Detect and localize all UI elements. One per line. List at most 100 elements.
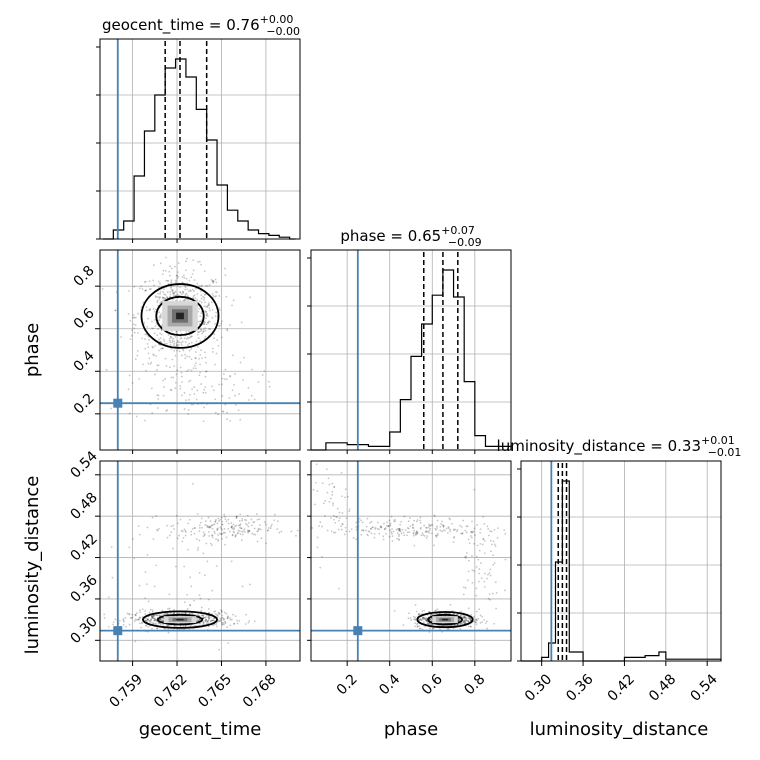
sample-point bbox=[331, 494, 334, 496]
x-tick-label: 0.30 bbox=[522, 671, 555, 704]
sample-point bbox=[229, 530, 231, 533]
sample-point bbox=[170, 531, 173, 534]
sample-point bbox=[472, 615, 475, 618]
sample-point bbox=[203, 533, 206, 535]
sample-point bbox=[491, 543, 493, 546]
sample-point bbox=[127, 313, 130, 315]
sample-point bbox=[193, 527, 196, 530]
sample-point bbox=[495, 607, 498, 610]
sample-point bbox=[183, 601, 186, 604]
sample-point bbox=[206, 526, 209, 529]
sample-point bbox=[387, 525, 390, 528]
sample-point bbox=[232, 613, 234, 616]
sample-point bbox=[481, 621, 483, 624]
sample-point bbox=[199, 363, 201, 366]
sample-point bbox=[416, 626, 419, 628]
sample-point bbox=[464, 620, 467, 622]
sample-point bbox=[129, 338, 132, 340]
sample-point bbox=[144, 333, 147, 336]
sample-point bbox=[200, 614, 203, 617]
sample-point bbox=[151, 610, 154, 613]
sample-point bbox=[157, 622, 160, 625]
sample-point bbox=[137, 332, 139, 334]
sample-point bbox=[150, 361, 153, 364]
sample-point bbox=[419, 522, 422, 524]
sample-point bbox=[340, 453, 342, 455]
sample-point bbox=[198, 285, 201, 287]
sample-point bbox=[167, 613, 170, 615]
sample-point bbox=[453, 535, 456, 538]
sample-point bbox=[419, 627, 422, 630]
sample-point bbox=[494, 581, 497, 584]
sample-point bbox=[215, 625, 218, 628]
sample-point bbox=[207, 322, 210, 324]
sample-point bbox=[224, 274, 227, 277]
sample-point bbox=[149, 620, 152, 623]
sample-point bbox=[400, 532, 403, 535]
sample-point bbox=[203, 294, 206, 296]
sample-point bbox=[205, 361, 207, 364]
sample-point bbox=[165, 410, 168, 412]
sample-point bbox=[481, 543, 484, 546]
sample-point bbox=[230, 560, 233, 563]
sample-point bbox=[221, 523, 224, 526]
sample-point bbox=[221, 623, 224, 626]
sample-point bbox=[204, 620, 207, 623]
sample-point bbox=[140, 285, 143, 288]
sample-point bbox=[252, 533, 255, 536]
sample-point bbox=[173, 349, 176, 352]
sample-point bbox=[215, 565, 218, 567]
sample-point bbox=[397, 527, 400, 530]
sample-point bbox=[183, 298, 186, 301]
sample-point bbox=[171, 337, 173, 339]
sample-point bbox=[153, 619, 156, 622]
sample-point bbox=[380, 526, 383, 528]
sample-point bbox=[183, 528, 186, 531]
sample-point bbox=[223, 611, 226, 614]
sample-point bbox=[462, 519, 465, 522]
grid-lines bbox=[521, 461, 721, 661]
sample-point bbox=[206, 304, 209, 307]
sample-point bbox=[155, 613, 158, 616]
sample-point bbox=[202, 330, 205, 333]
sample-point bbox=[207, 616, 210, 619]
sample-point bbox=[172, 524, 175, 527]
sample-point bbox=[226, 418, 228, 421]
sample-point bbox=[341, 495, 343, 498]
sample-point bbox=[138, 617, 141, 620]
sample-point bbox=[422, 616, 425, 619]
sample-point bbox=[411, 523, 414, 526]
sample-point bbox=[504, 532, 507, 535]
sample-point bbox=[159, 315, 162, 317]
sample-point bbox=[434, 515, 436, 518]
sample-point bbox=[161, 273, 164, 276]
sample-point bbox=[478, 580, 480, 583]
sample-point bbox=[156, 301, 158, 304]
sample-point bbox=[169, 344, 172, 346]
sample-point bbox=[173, 608, 175, 611]
sample-point bbox=[201, 357, 203, 360]
sample-point bbox=[151, 614, 154, 617]
sample-point bbox=[206, 620, 209, 623]
sample-point bbox=[186, 548, 189, 551]
sample-point bbox=[217, 413, 219, 416]
sample-point bbox=[186, 593, 188, 596]
sample-point bbox=[447, 527, 450, 530]
sample-point bbox=[412, 527, 415, 529]
sample-point bbox=[344, 488, 347, 491]
sample-point bbox=[416, 622, 419, 625]
sample-point bbox=[214, 322, 217, 325]
sample-point bbox=[425, 536, 428, 539]
sample-point bbox=[153, 619, 155, 622]
sample-point bbox=[414, 616, 416, 619]
sample-point bbox=[171, 290, 174, 293]
sample-point bbox=[172, 337, 175, 340]
sample-point bbox=[158, 338, 160, 341]
x-tick-label: 0.762 bbox=[151, 671, 191, 711]
sample-point bbox=[214, 411, 217, 414]
sample-point bbox=[176, 339, 179, 342]
sample-point bbox=[248, 529, 251, 532]
sample-point bbox=[199, 290, 202, 292]
sample-point bbox=[170, 279, 173, 282]
sample-point bbox=[164, 378, 167, 380]
